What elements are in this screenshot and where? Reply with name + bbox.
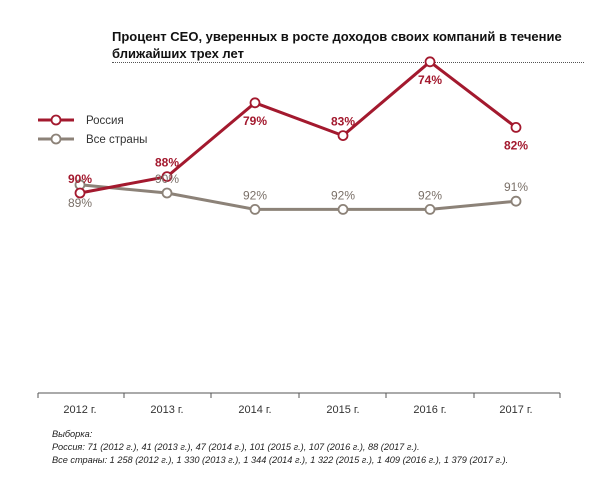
series-line-0: [79, 60, 517, 195]
x-tick-label: 2012 г.: [63, 404, 96, 416]
data-label-all: 91%: [504, 180, 528, 194]
series-point-0-2: [249, 97, 261, 109]
legend-label-1: Все страны: [86, 134, 147, 146]
series-point-1-2: [249, 203, 261, 215]
data-label-all: 92%: [331, 188, 355, 202]
series-point-1-4: [424, 203, 436, 215]
data-label-russia: 90%: [68, 172, 92, 186]
sample-russia: Россия: 71 (2012 г.), 41 (2013 г.), 47 (…: [52, 442, 420, 452]
data-label-russia: 74%: [418, 73, 442, 87]
chart-title: Процент CEO, уверенных в росте доходов с…: [112, 29, 562, 61]
series-point-1-3: [337, 203, 349, 215]
legend-marker-0: [50, 114, 62, 126]
x-tick-label: 2014 г.: [238, 404, 271, 416]
series-point-1-1: [161, 187, 173, 199]
title-divider: [112, 62, 584, 63]
x-tick-label: 2016 г.: [413, 404, 446, 416]
series-point-0-5: [510, 122, 522, 133]
sample-heading: Выборка:: [52, 429, 93, 439]
x-tick-label: 2013 г.: [150, 404, 183, 416]
data-label-all: 89%: [68, 196, 92, 210]
legend-marker-1: [50, 133, 62, 145]
data-label-russia: 82%: [504, 138, 528, 152]
series-line-1: [79, 183, 517, 211]
x-tick-label: 2015 г.: [326, 404, 359, 416]
series-point-0-1: [161, 171, 173, 183]
legend-label-0: Россия: [86, 115, 124, 127]
series-point-0-4: [424, 56, 436, 68]
data-label-all: 92%: [243, 188, 267, 202]
series-point-0-3: [337, 130, 349, 142]
data-label-russia: 83%: [331, 115, 355, 129]
data-label-all: 92%: [418, 188, 442, 202]
series-point-1-5: [510, 195, 522, 207]
data-label-russia: 79%: [243, 114, 267, 128]
chart-title-block: Процент CEO, уверенных в росте доходов с…: [112, 28, 582, 62]
series-point-0-0: [74, 187, 86, 199]
data-label-all: 90%: [155, 172, 179, 186]
data-label-russia: 88%: [155, 156, 179, 170]
x-tick-label: 2017 г.: [499, 404, 532, 416]
sample-all: Все страны: 1 258 (2012 г.), 1 330 (2013…: [52, 455, 509, 465]
